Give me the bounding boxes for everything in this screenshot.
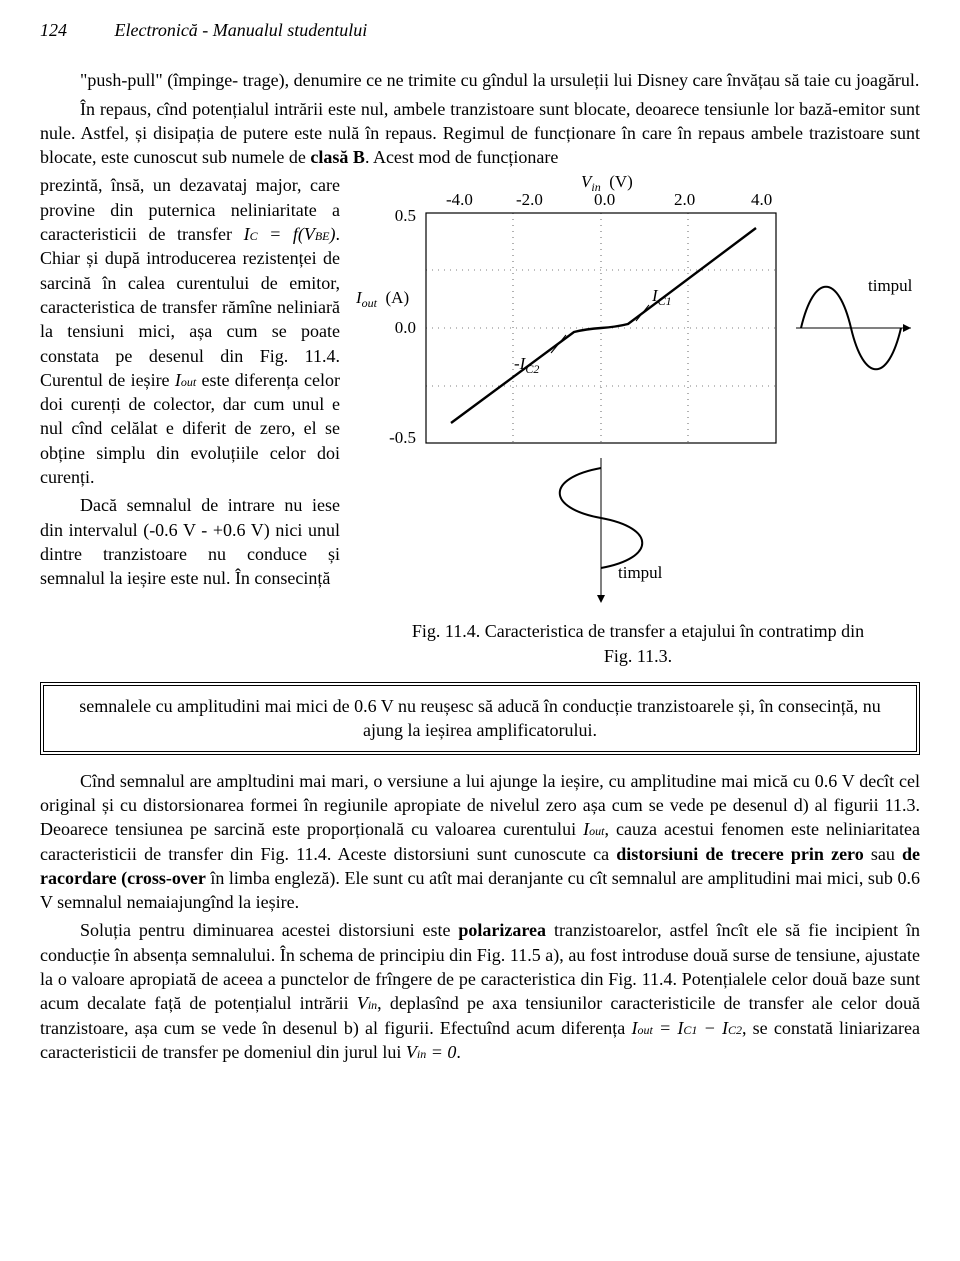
figure-caption: Fig. 11.4. Caracteristica de transfer a … [356,619,920,668]
text-figure-row: prezintă, însă, un dezavataj major, care… [40,173,920,668]
x-axis-label: Vin (V) [581,173,633,194]
page-header: 124 Electronică - Manualul studentului [40,18,920,42]
left-text-column: prezintă, însă, un dezavataj major, care… [40,173,340,594]
paragraph-2: În repaus, cînd potențialul intrării est… [40,97,920,170]
formula-iout-diff: Iout = IC1 − IC2 [631,1018,742,1038]
svg-text:-2.0: -2.0 [516,190,543,209]
highlight-box: semnalele cu amplitudini mai mici de 0.6… [40,682,920,755]
paragraph-3: Cînd semnalul are ampltudini mai mari, o… [40,769,920,915]
paragraph-4: Soluția pentru diminuarea acestei distor… [40,918,920,1064]
label-ic1: IC1 [651,286,672,308]
paragraph-1: "push-pull" (împinge- trage), denumire c… [40,68,920,92]
figure-11-4: -4.0 -2.0 0.0 2.0 4.0 0.5 0.0 -0.5 Vin (… [340,173,920,668]
svg-text:4.0: 4.0 [751,190,772,209]
label-ic2: -IC2 [514,354,539,376]
label-timpul-right: timpul [868,276,913,295]
svg-text:-4.0: -4.0 [446,190,473,209]
svg-text:0.5: 0.5 [395,206,416,225]
svg-text:0.0: 0.0 [395,318,416,337]
symbol-iout: Iout [175,370,196,390]
transfer-characteristic-chart: -4.0 -2.0 0.0 2.0 4.0 0.5 0.0 -0.5 Vin (… [356,173,916,613]
transfer-curve [451,228,756,423]
y-axis-label: Iout (A) [356,288,409,310]
label-timpul-bottom: timpul [618,563,663,582]
svg-text:2.0: 2.0 [674,190,695,209]
book-title: Electronică - Manualul studentului [115,18,368,42]
formula-ic: IC = f(VBE) [244,224,336,244]
page-number: 124 [40,18,110,42]
svg-text:-0.5: -0.5 [389,428,416,447]
